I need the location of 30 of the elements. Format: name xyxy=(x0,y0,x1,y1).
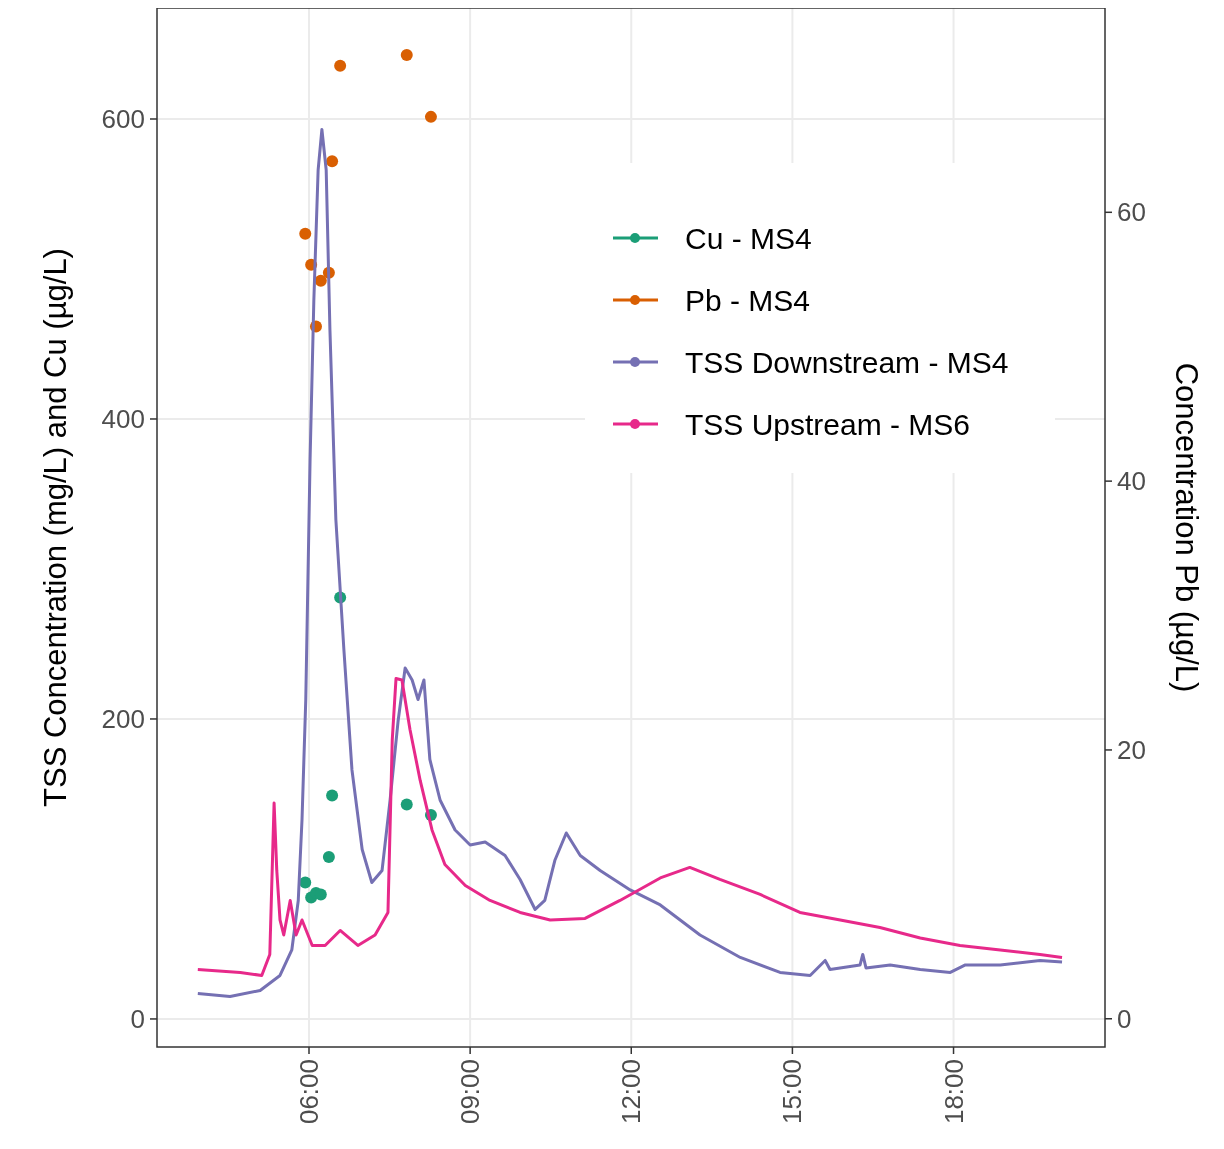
point xyxy=(424,110,437,123)
y2-tick-label: 40 xyxy=(1117,466,1146,497)
y2-tick-label: 20 xyxy=(1117,734,1146,765)
point xyxy=(322,850,335,863)
y-tick-label: 0 xyxy=(130,1003,145,1034)
legend-label: Pb - MS4 xyxy=(685,284,811,317)
x-tick-label: 06:00 xyxy=(294,1059,324,1125)
line-series xyxy=(196,127,1064,998)
y2-axis-title: Concentration Pb (µg/L) xyxy=(1169,362,1204,693)
legend-label: Cu - MS4 xyxy=(685,222,812,255)
y-axis-title: TSS Concentration (mg/L) and Cu (µg/L) xyxy=(38,248,73,807)
point xyxy=(314,274,327,287)
y2-tick-label: 60 xyxy=(1117,197,1146,228)
legend-label: TSS Downstream - MS4 xyxy=(685,346,1009,379)
line-series xyxy=(196,676,1064,977)
point xyxy=(326,155,339,168)
point xyxy=(400,798,413,811)
point xyxy=(400,49,413,62)
x-tick-label: 15:00 xyxy=(777,1059,808,1125)
y2-tick-label: 0 xyxy=(1117,1003,1132,1034)
y-tick-label: 200 xyxy=(101,703,145,734)
x-tick-label: 18:00 xyxy=(938,1059,969,1125)
y-tick-label: 600 xyxy=(101,103,145,134)
point xyxy=(299,227,312,240)
point xyxy=(326,789,339,802)
point xyxy=(334,59,347,72)
legend-label: TSS Upstream - MS6 xyxy=(685,408,971,441)
x-tick-label: 12:00 xyxy=(616,1059,647,1125)
x-tick-label: 09:00 xyxy=(455,1059,486,1125)
y-tick-label: 400 xyxy=(101,403,145,434)
